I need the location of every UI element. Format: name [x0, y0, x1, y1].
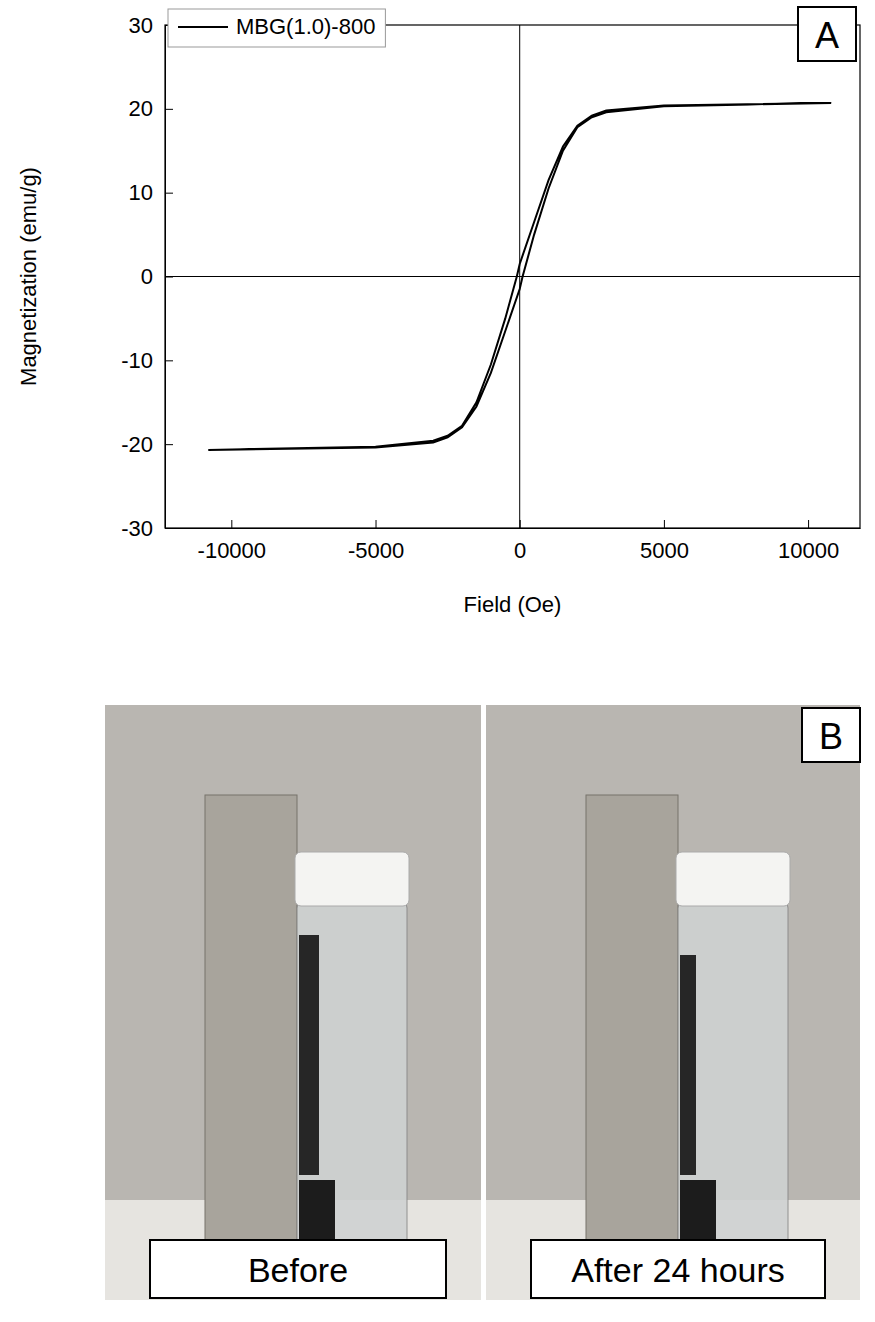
y-tick: 30	[129, 13, 173, 38]
caption: Before	[248, 1251, 348, 1289]
zero-line-y	[165, 276, 860, 277]
legend-swatch	[178, 26, 228, 28]
vial-cap	[295, 852, 409, 906]
photo: Before	[105, 705, 481, 1300]
x-tick-label: 10000	[778, 538, 839, 563]
caption: After 24 hours	[571, 1251, 785, 1289]
x-tick-mark	[520, 520, 521, 528]
y-tick-label: -10	[121, 348, 153, 373]
y-tick-mark	[165, 444, 173, 445]
caption-box	[531, 1240, 825, 1298]
x-axis-line	[166, 528, 861, 529]
y-tick-label: 0	[141, 264, 153, 289]
y-tick: -30	[121, 516, 173, 541]
plot-frame	[165, 25, 860, 528]
y-tick-label: -30	[121, 516, 153, 541]
y-tick: 10	[129, 180, 173, 205]
plot-marks	[208, 103, 831, 450]
x-tick-label: -5000	[348, 538, 404, 563]
legend-box	[168, 9, 385, 47]
y-axis-title: Magnetization (emu/g)	[16, 167, 41, 386]
x-tick-label: 0	[514, 538, 526, 563]
photo-background	[486, 705, 860, 1300]
particles	[680, 955, 696, 1175]
vial	[297, 900, 407, 1260]
panel-letter-box	[798, 7, 856, 61]
magnet	[586, 795, 678, 1275]
panel-letter-box	[802, 708, 860, 762]
y-tick: 20	[129, 96, 173, 121]
y-tick: -10	[121, 348, 173, 373]
y-tick-mark	[165, 277, 173, 278]
y-tick-mark	[165, 109, 173, 110]
x-axis: -10000 -5000 0 5000 10000	[166, 520, 861, 563]
particles	[299, 935, 319, 1175]
legend-label: MBG(1.0)-800	[236, 14, 375, 39]
x-tick-label: -10000	[198, 538, 267, 563]
x-tick: -5000	[348, 520, 404, 563]
legend: MBG(1.0)-800	[168, 9, 385, 47]
y-tick: 0	[141, 264, 173, 289]
vial	[678, 900, 788, 1260]
x-tick-mark	[808, 520, 809, 528]
x-axis-title: Field (Oe)	[464, 592, 562, 617]
y-tick-mark	[165, 360, 173, 361]
data-line	[208, 103, 831, 450]
panel-letter: A	[815, 15, 839, 56]
caption-box	[150, 1240, 446, 1298]
x-tick: 0	[514, 520, 526, 563]
y-tick-label: 20	[129, 96, 153, 121]
y-tick-mark	[165, 193, 173, 194]
photo-background	[105, 705, 481, 1300]
x-tick: 5000	[640, 520, 689, 563]
x-tick-mark	[664, 520, 665, 528]
figure: -10000 -5000 0 5000 10000 -30 -20 -10 0 10 20 30 Fie…	[0, 0, 875, 1322]
y-tick: -20	[121, 432, 173, 457]
y-tick-label: -20	[121, 432, 153, 457]
x-tick-mark	[231, 520, 232, 528]
x-tick: 10000	[778, 520, 839, 563]
x-tick: -10000	[198, 520, 267, 563]
y-tick-label: 10	[129, 180, 153, 205]
magnet	[205, 795, 297, 1275]
y-tick-mark	[165, 528, 173, 529]
reference-lines	[165, 25, 860, 528]
panel-letter: B	[819, 716, 843, 757]
x-tick-label: 5000	[640, 538, 689, 563]
vial-cap	[676, 852, 790, 906]
photo: After 24 hours	[486, 705, 860, 1300]
y-axis: -30 -20 -10 0 10 20 30	[121, 13, 173, 541]
y-tick-label: 30	[129, 13, 153, 38]
x-tick-mark	[376, 520, 377, 528]
